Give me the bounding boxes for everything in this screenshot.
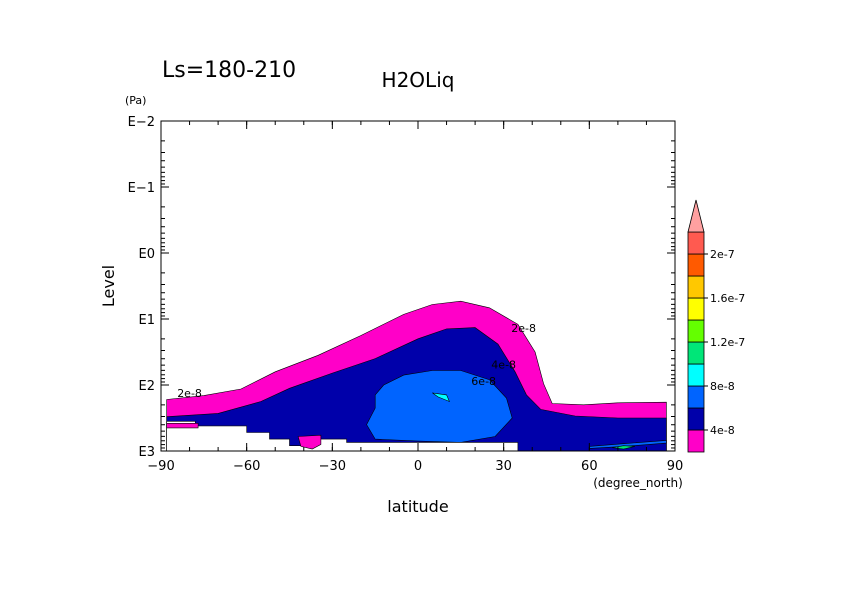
y-tick-label: E0 [139,247,156,262]
contour-label-3: 6e-8 [471,375,496,388]
colorbar-swatch-4 [687,341,705,365]
chart-title: H2OLiq [382,68,455,92]
colorbar-tick-label: 2e-7 [710,248,735,261]
contour-label-2: 4e-8 [491,359,516,372]
colorbar-extend-arrow [687,199,705,233]
contour-labels: 2e-8 2e-8 4e-8 6e-8 [177,322,536,400]
y-axis-units: (Pa) [125,94,146,107]
contour-region-4 [166,420,519,451]
header-left: Ls=180-210 [162,58,296,83]
x-tick-label: 60 [581,459,598,474]
x-axis-label: latitude [387,497,448,516]
x-tick-label: 30 [495,459,512,474]
colorbar-tick-label: 1.6e-7 [710,292,745,305]
colorbar-swatch-9 [687,231,705,255]
x-tick-label: −60 [233,459,260,474]
y-axis: E−2 E−1 E0 E1 E2 E3 [128,115,675,460]
colorbar-swatch-5 [687,319,705,343]
contour-region-6 [166,422,199,429]
colorbar-tick-label: 8e-8 [710,380,735,393]
colorbar-swatch-7 [687,275,705,299]
y-tick-label: E1 [139,313,156,328]
y-axis-label: Level [99,265,118,307]
x-tick-label: −30 [319,459,346,474]
contour-region-2 [366,370,513,443]
x-axis-units: (degree_north) [593,476,683,490]
colorbar-swatch-1 [687,407,705,431]
colorbar: 4e-8 8e-8 1.2e-7 1.6e-7 2e-7 [687,199,745,453]
x-tick-label: −90 [147,459,174,474]
contour-regions [166,300,667,451]
colorbar-swatch-6 [687,297,705,321]
x-tick-label: 90 [667,459,684,474]
colorbar-swatch-0 [687,429,705,453]
colorbar-swatch-8 [687,253,705,277]
y-tick-label: E3 [139,445,156,460]
colorbar-swatch-2 [687,385,705,409]
colorbar-tick-label: 1.2e-7 [710,336,745,349]
x-axis: −90 −60 −30 0 30 60 90 [147,121,683,474]
colorbar-tick-label: 4e-8 [710,424,735,437]
y-tick-label: E−2 [128,115,155,130]
x-tick-label: 0 [414,459,422,474]
contour-region-5 [297,434,322,450]
colorbar-swatch-3 [687,363,705,387]
y-tick-label: E2 [139,379,156,394]
contour-label-0: 2e-8 [177,387,202,400]
contour-label-1: 2e-8 [511,322,536,335]
contour-region-3 [432,392,450,403]
y-tick-label: E−1 [128,181,155,196]
